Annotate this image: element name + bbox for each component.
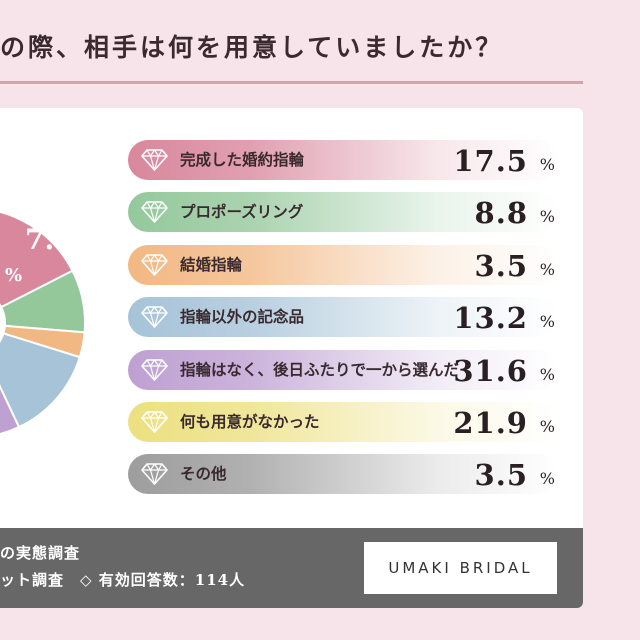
legend-unit: %: [539, 469, 555, 489]
legend-value: 17.5: [453, 144, 528, 178]
legend-unit: %: [539, 312, 555, 332]
page-title: の際、相手は何を用意していましたか？: [0, 33, 504, 62]
legend-unit: %: [539, 259, 555, 279]
legend-row-gradient: [128, 192, 558, 233]
legend-row: 何も用意がなかった 21.9%: [128, 401, 558, 442]
legend-label: 何も用意がなかった: [180, 411, 320, 431]
diamond-icon: [141, 201, 168, 224]
legend-value: 21.9: [453, 405, 528, 440]
legend-row-gradient: [128, 140, 558, 180]
legend-row: 指輪はなく、後日ふたりで一から選んだ 31.6%: [128, 349, 558, 390]
footer-survey-title: の実態調査: [0, 544, 81, 562]
donut-unit-label: %: [5, 265, 22, 286]
legend-row-gradient: [128, 297, 558, 338]
donut-chart: 7.5 %: [0, 211, 86, 435]
legend-unit: %: [539, 207, 555, 227]
legend-unit: %: [539, 416, 555, 436]
legend-row: 完成した婚約指輪 17.5%: [128, 140, 558, 180]
donut-slice: [0, 332, 82, 429]
legend-label: 結婚指輪: [180, 254, 243, 274]
legend-rows: 完成した婚約指輪 17.5% プロポーズリング 8.8% 結婚指輪 3.5% 指輪以外の記念…: [128, 140, 558, 507]
legend-row: 結婚指輪 3.5%: [128, 244, 558, 285]
donut-value-label: 7.5: [25, 223, 74, 256]
legend-label: 指輪以外の記念品: [180, 307, 305, 327]
chart-card: 7.5 % 完成した婚約指輪 17.5% プロポーズリング 8.8% 結婚指輪 3.5% 指…: [0, 108, 583, 608]
legend-unit: %: [539, 155, 555, 174]
legend-row: 指輪以外の記念品 13.2%: [128, 297, 558, 338]
legend-row-gradient: [128, 454, 558, 495]
legend-value: 3.5: [474, 248, 528, 283]
legend-row: プロポーズリング 8.8%: [128, 192, 558, 233]
footer-survey-info: ット調査 ◇ 有効回答数：114人: [0, 571, 246, 589]
legend-value: 3.5: [474, 458, 528, 493]
legend-label: プロポーズリング: [180, 202, 304, 222]
legend-row-gradient: [128, 244, 558, 285]
donut-slice: [0, 211, 74, 309]
title-divider: [0, 81, 583, 84]
legend-row: その他 3.5%: [128, 454, 558, 495]
footer-bar: の実態調査 ット調査 ◇ 有効回答数：114人 UMAKI BRIDAL: [0, 528, 583, 608]
diamond-icon: [141, 306, 168, 328]
diamond-icon: [141, 253, 168, 276]
legend-label: 指輪はなく、後日ふたりで一から選んだ: [180, 359, 460, 379]
diamond-icon: [141, 463, 168, 486]
diamond-icon: [141, 411, 168, 433]
legend-value: 13.2: [453, 301, 528, 336]
legend-row-gradient: [128, 349, 558, 390]
diamond-icon: [141, 358, 168, 381]
legend-value: 31.6: [453, 353, 528, 388]
brand-logo: UMAKI BRIDAL: [364, 542, 557, 594]
legend-label: 完成した婚約指輪: [180, 150, 305, 169]
legend-row-gradient: [128, 401, 558, 442]
legend-value: 8.8: [474, 196, 528, 231]
legend-unit: %: [539, 364, 555, 384]
diamond-icon: [141, 149, 168, 171]
donut-slice: [0, 384, 21, 435]
legend-label: その他: [180, 464, 227, 484]
